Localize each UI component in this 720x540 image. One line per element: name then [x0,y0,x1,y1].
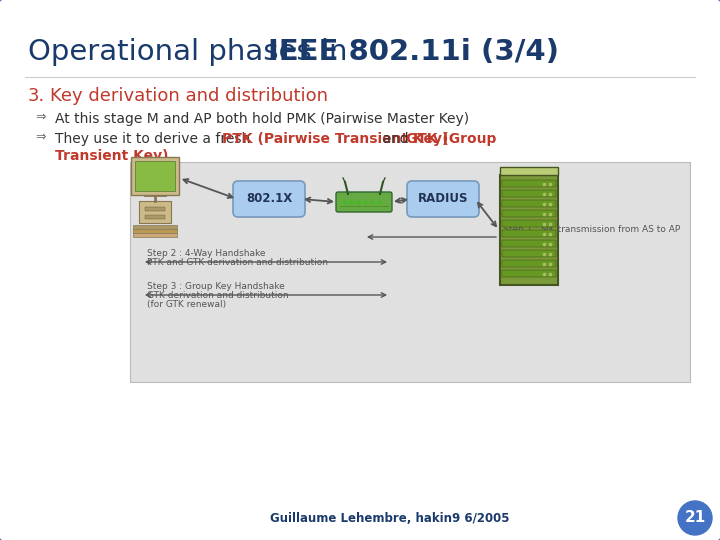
FancyBboxPatch shape [502,230,556,237]
FancyBboxPatch shape [133,233,177,237]
Text: ⇒: ⇒ [35,131,45,144]
FancyBboxPatch shape [407,181,479,217]
Text: GTK (Group: GTK (Group [406,132,496,146]
FancyBboxPatch shape [502,190,556,197]
FancyBboxPatch shape [502,180,556,187]
FancyBboxPatch shape [500,167,558,175]
FancyBboxPatch shape [502,250,556,257]
FancyBboxPatch shape [130,162,690,382]
Text: RADIUS: RADIUS [418,192,468,206]
Text: Step 2 : 4-Way Handshake: Step 2 : 4-Way Handshake [147,249,266,258]
FancyBboxPatch shape [139,201,171,223]
FancyBboxPatch shape [502,210,556,217]
FancyBboxPatch shape [502,260,556,267]
FancyBboxPatch shape [502,220,556,227]
FancyBboxPatch shape [502,270,556,277]
FancyBboxPatch shape [233,181,305,217]
FancyBboxPatch shape [145,215,165,219]
FancyBboxPatch shape [131,157,179,195]
FancyBboxPatch shape [336,192,392,212]
FancyBboxPatch shape [145,207,165,211]
Text: PTK and GTK derivation and distribution: PTK and GTK derivation and distribution [147,258,328,267]
FancyBboxPatch shape [133,225,177,230]
Text: GTK derivation and distribution: GTK derivation and distribution [147,291,289,300]
Text: IEEE 802.11i (3/4): IEEE 802.11i (3/4) [268,38,559,66]
Text: 21: 21 [685,510,706,525]
FancyBboxPatch shape [135,161,175,191]
Text: Step 1 : MK transmission from AS to AP: Step 1 : MK transmission from AS to AP [503,225,680,234]
Text: and: and [378,132,413,146]
Text: PTK (Pairwise Transient Key): PTK (Pairwise Transient Key) [222,132,449,146]
Text: Key derivation and distribution: Key derivation and distribution [50,87,328,105]
FancyBboxPatch shape [502,200,556,207]
FancyBboxPatch shape [500,175,558,285]
Text: (for GTK renewal): (for GTK renewal) [147,300,226,309]
Text: ⇒: ⇒ [35,111,45,124]
Text: They use it to derive a fresh: They use it to derive a fresh [55,132,255,146]
Text: Transient Key): Transient Key) [55,149,168,163]
Text: Step 3 : Group Key Handshake: Step 3 : Group Key Handshake [147,282,284,291]
Text: Operational phases in: Operational phases in [28,38,356,66]
Text: 3.: 3. [28,87,45,105]
Circle shape [678,501,712,535]
FancyBboxPatch shape [502,240,556,247]
Text: Guillaume Lehembre, hakin9 6/2005: Guillaume Lehembre, hakin9 6/2005 [270,511,510,524]
Text: At this stage M and AP both hold PMK (Pairwise Master Key): At this stage M and AP both hold PMK (Pa… [55,112,469,126]
FancyBboxPatch shape [133,229,177,233]
Text: 802.1X: 802.1X [246,192,292,206]
